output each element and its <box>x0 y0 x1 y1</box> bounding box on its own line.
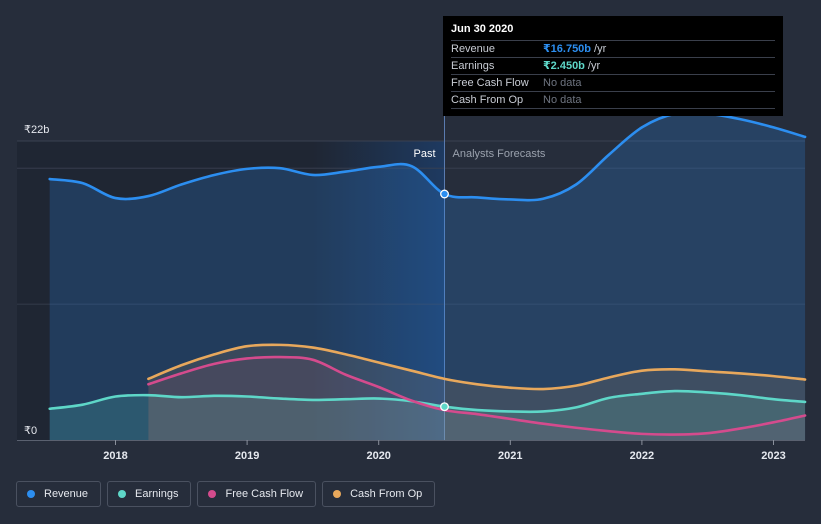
tooltip-row-free-cash-flow: Free Cash Flow No data <box>451 74 775 91</box>
y-tick-label: ₹0 <box>24 425 37 437</box>
marker-earnings <box>440 402 449 412</box>
legend-label: Revenue <box>44 488 89 500</box>
chart: ₹22b ₹0 2018 2019 2020 2021 2022 2023 Past Analys… <box>17 92 807 462</box>
legend-item-earnings[interactable]: Earnings <box>107 481 192 507</box>
legend-item-revenue[interactable]: Revenue <box>16 481 102 507</box>
legend-item-cash-from-op[interactable]: Cash From Op <box>322 481 436 507</box>
hover-markers <box>440 189 449 412</box>
tooltip-row-earnings: Earnings ₹2.450b /yr <box>451 57 775 74</box>
chart-background-layer <box>17 141 805 440</box>
legend-label: Earnings <box>135 488 179 500</box>
tooltip-value: ₹16.750b <box>543 43 592 55</box>
area-free-cash-flow <box>148 357 806 440</box>
line-earnings <box>48 389 807 414</box>
legend-label: Cash From Op <box>350 488 423 500</box>
tooltip-value: No data <box>543 77 582 89</box>
tooltip-unit: /yr <box>594 43 607 55</box>
tooltip-unit: /yr <box>587 60 601 72</box>
legend-label: Free Cash Flow <box>225 488 304 500</box>
past-highlight <box>312 141 445 440</box>
tooltip-value: No data <box>543 94 582 106</box>
tooltip-label: Free Cash Flow <box>451 77 529 89</box>
legend-dot-icon <box>333 490 342 498</box>
area-revenue <box>49 112 806 441</box>
x-tick-label: 2019 <box>235 450 259 462</box>
tooltip-row-cash-from-op: Cash From Op No data <box>451 91 775 109</box>
tooltip: Jun 30 2020 Revenue ₹16.750b /yr Earning… <box>443 16 783 116</box>
marker-revenue <box>440 189 449 199</box>
area-earnings <box>49 391 806 440</box>
line-cash-from-op <box>147 343 807 391</box>
legend-item-free-cash-flow[interactable]: Free Cash Flow <box>197 481 317 507</box>
legend-dot-icon <box>118 490 127 498</box>
series-areas <box>49 112 806 441</box>
x-tick-label: 2022 <box>630 450 654 462</box>
x-tick-label: 2018 <box>103 450 127 462</box>
axis-labels: ₹22b ₹0 2018 2019 2020 2021 2022 2023 Past Analys… <box>24 124 786 462</box>
line-free-cash-flow <box>147 355 807 436</box>
tooltip-row-revenue: Revenue ₹16.750b /yr <box>451 40 775 57</box>
tooltip-label: Cash From Op <box>451 94 524 106</box>
x-tick-label: 2020 <box>366 450 390 462</box>
area-cash-from-op <box>148 344 806 440</box>
past-label: Past <box>413 148 435 160</box>
tooltip-label: Earnings <box>451 60 495 72</box>
legend-dot-icon <box>208 490 217 498</box>
legend: Revenue Earnings Free Cash Flow Cash Fro… <box>16 481 436 507</box>
tooltip-value: ₹2.450b <box>543 60 585 72</box>
x-tick-label: 2021 <box>498 450 522 462</box>
tooltip-label: Revenue <box>451 43 496 55</box>
x-tick-label: 2023 <box>761 450 785 462</box>
legend-dot-icon <box>27 490 35 498</box>
y-tick-label: ₹22b <box>24 124 49 136</box>
tooltip-date: Jun 30 2020 <box>451 23 514 35</box>
forecast-label: Analysts Forecasts <box>453 148 546 160</box>
gridlines <box>17 92 805 445</box>
